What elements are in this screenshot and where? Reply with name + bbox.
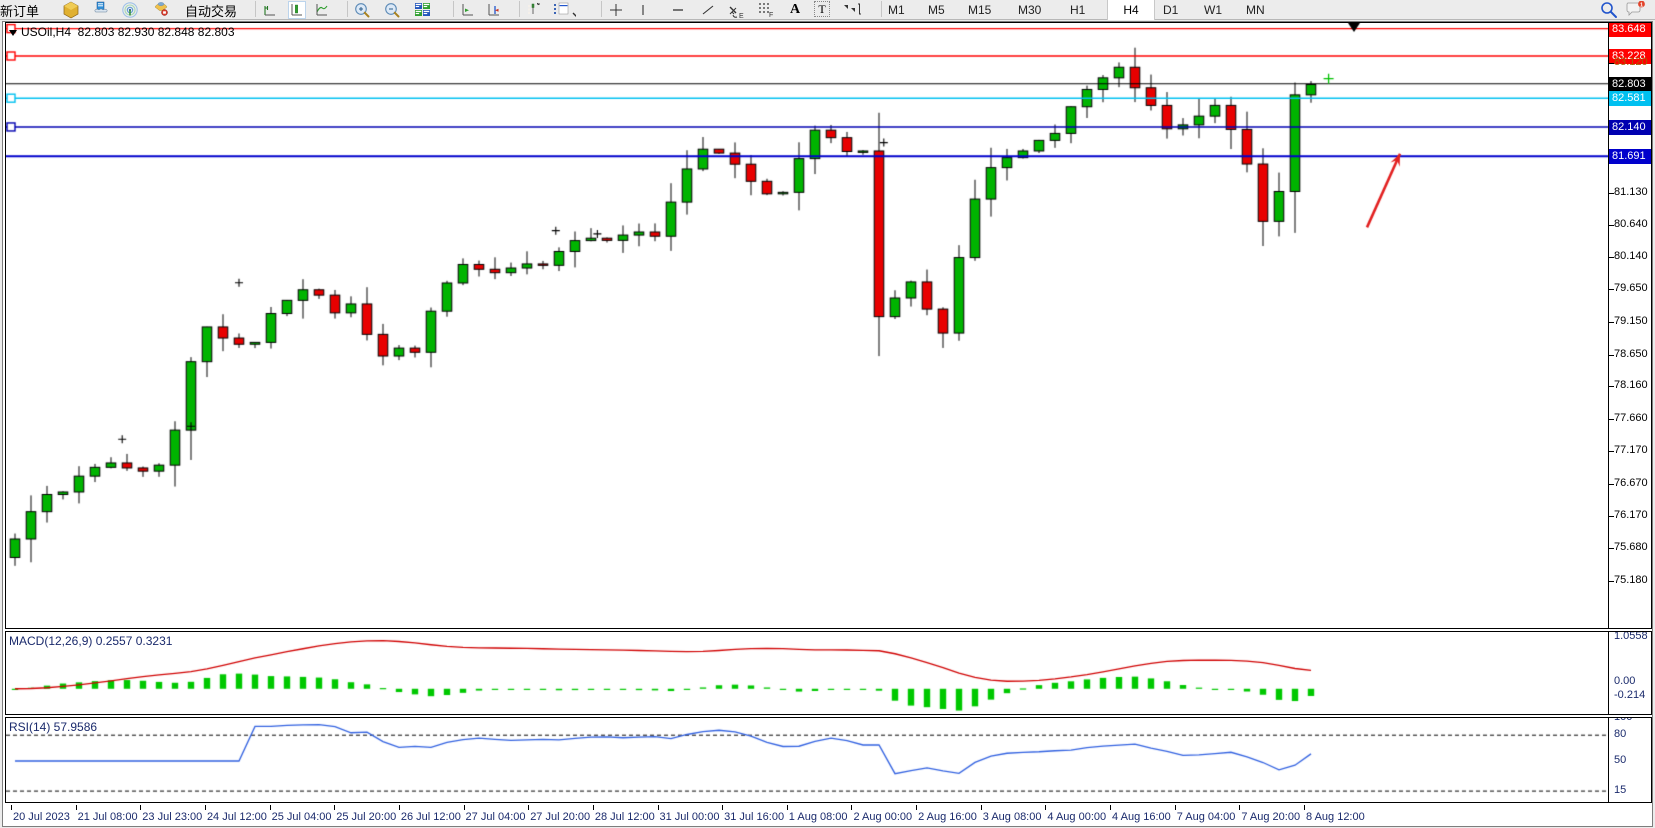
svg-text:F: F <box>769 12 773 18</box>
svg-text:E: E <box>739 13 744 19</box>
svg-text:1: 1 <box>1640 2 1643 8</box>
